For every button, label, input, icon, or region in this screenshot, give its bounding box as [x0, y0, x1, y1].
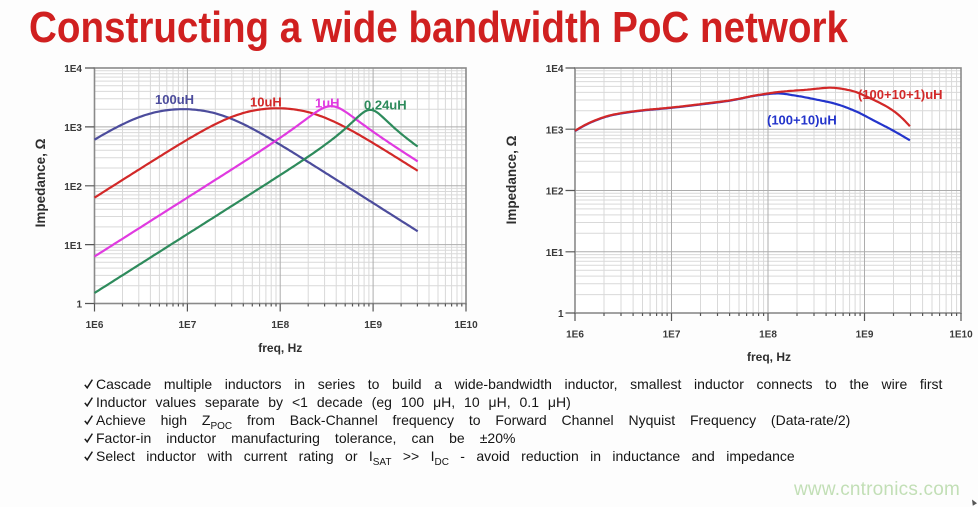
- svg-text:1E8: 1E8: [271, 320, 289, 331]
- svg-text:1E7: 1E7: [663, 329, 681, 340]
- svg-text:Impedance, Ω: Impedance, Ω: [504, 135, 519, 224]
- svg-text:0.24uH: 0.24uH: [364, 98, 407, 113]
- svg-text:1uH: 1uH: [315, 96, 340, 111]
- svg-text:1E4: 1E4: [64, 64, 82, 75]
- svg-text:1: 1: [558, 309, 564, 320]
- svg-text:1E4: 1E4: [546, 64, 564, 75]
- svg-text:1E3: 1E3: [64, 123, 82, 134]
- svg-text:Impedance, Ω: Impedance, Ω: [33, 138, 48, 227]
- svg-text:freq, Hz: freq, Hz: [258, 341, 302, 355]
- svg-text:10uH: 10uH: [250, 95, 282, 110]
- svg-text:1E6: 1E6: [566, 329, 584, 340]
- svg-text:1E2: 1E2: [546, 187, 564, 198]
- svg-text:1E7: 1E7: [178, 320, 196, 331]
- svg-text:1E9: 1E9: [364, 320, 382, 331]
- svg-text:1E8: 1E8: [759, 329, 777, 340]
- svg-text:freq, Hz: freq, Hz: [747, 350, 791, 364]
- svg-text:1E10: 1E10: [949, 329, 973, 340]
- svg-text:(100+10+1)uH: (100+10+1)uH: [858, 87, 943, 102]
- svg-text:1E9: 1E9: [856, 329, 874, 340]
- svg-text:1E1: 1E1: [64, 241, 82, 252]
- svg-text:1E10: 1E10: [454, 320, 478, 331]
- svg-text:1: 1: [76, 300, 82, 311]
- svg-text:1E1: 1E1: [546, 248, 564, 259]
- svg-text:1E2: 1E2: [64, 182, 82, 193]
- svg-text:1E3: 1E3: [546, 125, 564, 136]
- svg-text:100uH: 100uH: [155, 92, 194, 107]
- svg-text:1E6: 1E6: [86, 320, 104, 331]
- svg-text:(100+10)uH: (100+10)uH: [767, 113, 837, 128]
